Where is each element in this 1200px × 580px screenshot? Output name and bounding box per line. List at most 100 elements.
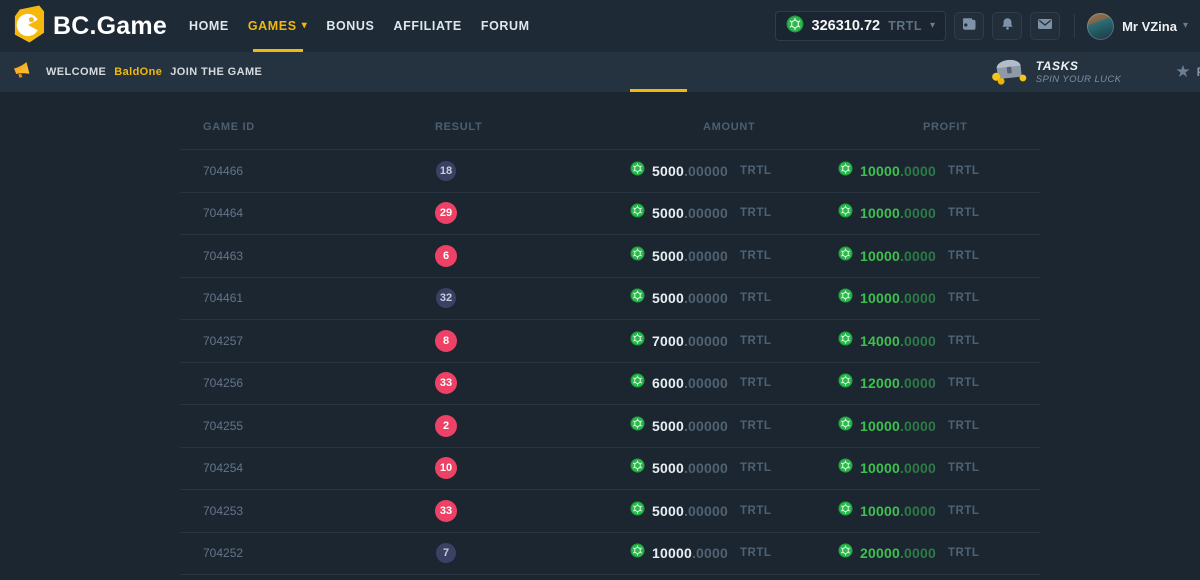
trtl-coin-icon: [630, 501, 652, 521]
amount-dec: .00000: [683, 460, 728, 477]
trtl-coin-icon: [838, 288, 860, 308]
nav-item-bonus[interactable]: BONUS: [326, 19, 375, 33]
result-cell: 6: [370, 244, 550, 267]
game-id-cell: 704466: [180, 164, 370, 178]
nav-item-forum[interactable]: FORUM: [480, 19, 530, 33]
trtl-coin-icon: [838, 203, 860, 223]
result-badge: 29: [435, 202, 457, 225]
result-cell: 29: [370, 202, 550, 225]
column-header-profit: PROFIT: [923, 121, 968, 133]
trtl-coin-icon: [838, 373, 860, 393]
nav-item-home[interactable]: HOME: [188, 19, 229, 33]
result-cell: 33: [370, 499, 550, 522]
nav-item-games[interactable]: GAMES ▾: [248, 0, 307, 52]
amount-cell: 5000.00000 TRTL: [550, 458, 800, 478]
profit-cell: 10000.0000 TRTL: [800, 501, 1040, 521]
column-header-amount: AMOUNT: [703, 121, 756, 133]
table-row[interactable]: 704464 29: [180, 191, 1040, 235]
favorite-widget[interactable]: ★ F: [1175, 62, 1200, 82]
wallet-button[interactable]: [954, 12, 985, 40]
trtl-coin-icon: [630, 458, 652, 478]
amount-int: 5000: [652, 162, 684, 179]
amount-dec: .00000: [683, 205, 728, 222]
amount-currency: TRTL: [739, 462, 772, 475]
welcome-prefix: WELCOME: [46, 66, 107, 78]
result-cell: 18: [370, 160, 550, 181]
active-tab-indicator: [630, 88, 687, 92]
profit-dec: .0000: [899, 460, 936, 477]
result-cell: 7: [370, 543, 550, 564]
favorite-label: F: [1197, 65, 1200, 79]
game-id: 704464: [203, 206, 244, 221]
table-row[interactable]: 704256 33: [180, 361, 1040, 405]
amount-int: 5000: [652, 290, 684, 307]
mail-icon: [1037, 17, 1053, 35]
profit-int: 10000: [860, 460, 900, 477]
game-id-cell: 704464: [180, 206, 370, 220]
chevron-down-icon[interactable]: ▾: [1182, 20, 1188, 31]
nav-item-affiliate[interactable]: AFFILIATE: [393, 19, 462, 33]
table-row[interactable]: 704254 10: [180, 446, 1040, 490]
profit-dec: .0000: [899, 290, 936, 307]
messages-button[interactable]: [1030, 12, 1061, 40]
user-name[interactable]: Mr VZina: [1122, 18, 1177, 34]
tasks-subtitle: SPIN YOUR LUCK: [1035, 73, 1122, 85]
welcome-username[interactable]: BaldOne: [114, 66, 163, 78]
logo[interactable]: BC.Game: [0, 4, 167, 49]
profit-dec: .0000: [899, 162, 936, 179]
profit-cell: 10000.0000 TRTL: [800, 161, 1040, 181]
trtl-coin-icon: [838, 501, 860, 521]
table-row[interactable]: 704252 7: [180, 531, 1040, 575]
profit-cell: 10000.0000 TRTL: [800, 246, 1040, 266]
treasure-chest-icon: [989, 55, 1027, 90]
table-row[interactable]: 704253 33: [180, 489, 1040, 532]
profit-dec: .0000: [899, 417, 936, 434]
column-header-result: RESULT: [435, 121, 483, 133]
amount-dec: .00000: [683, 162, 728, 179]
game-id: 704256: [203, 376, 244, 391]
tasks-widget[interactable]: TASKS SPIN YOUR LUCK: [989, 55, 1122, 90]
game-id-cell: 704252: [180, 546, 370, 560]
profit-currency: TRTL: [947, 249, 980, 262]
table-row[interactable]: 704255 2: [180, 404, 1040, 447]
result-badge: 18: [436, 160, 456, 181]
profit-int: 10000: [860, 205, 900, 222]
amount-cell: 6000.00000 TRTL: [550, 373, 800, 393]
result-badge: 6: [435, 244, 457, 267]
profit-cell: 10000.0000 TRTL: [800, 203, 1040, 223]
amount-int: 5000: [652, 502, 684, 519]
game-id: 704461: [203, 291, 244, 306]
notifications-button[interactable]: [992, 12, 1023, 40]
profit-int: 12000: [860, 375, 900, 392]
result-badge: 10: [435, 457, 457, 480]
game-id-cell: 704257: [180, 334, 370, 348]
profit-currency: TRTL: [947, 504, 980, 517]
amount-dec: .00000: [683, 375, 728, 392]
game-id: 704257: [203, 333, 244, 348]
amount-dec: .0000: [691, 545, 728, 562]
profit-currency: TRTL: [947, 292, 980, 305]
table-row[interactable]: 704257 8: [180, 319, 1040, 362]
user-avatar[interactable]: [1087, 12, 1115, 40]
table-row[interactable]: 704466 18: [180, 149, 1040, 192]
profit-currency: TRTL: [947, 377, 980, 390]
trtl-coin-icon: [786, 15, 804, 38]
trtl-coin-icon: [838, 246, 860, 266]
table-row[interactable]: 704461 32: [180, 276, 1040, 320]
balance-selector[interactable]: 326310.72 TRTL ▾: [774, 11, 947, 41]
amount-currency: TRTL: [739, 504, 772, 517]
trtl-coin-icon: [630, 203, 652, 223]
profit-currency: TRTL: [947, 334, 980, 347]
result-cell: 32: [370, 288, 550, 309]
table-header-row: GAME ID RESULT AMOUNT PROFIT: [180, 92, 1040, 149]
profit-int: 14000: [860, 332, 900, 349]
logo-icon: [12, 4, 45, 49]
trtl-coin-icon: [838, 458, 860, 478]
table-row[interactable]: 704463 6: [180, 234, 1040, 277]
profit-currency: TRTL: [947, 419, 980, 432]
result-cell: 10: [370, 457, 550, 480]
result-badge: 8: [435, 329, 457, 352]
amount-currency: TRTL: [739, 164, 772, 177]
profit-cell: 14000.0000 TRTL: [800, 331, 1040, 351]
profit-dec: .0000: [899, 247, 936, 264]
